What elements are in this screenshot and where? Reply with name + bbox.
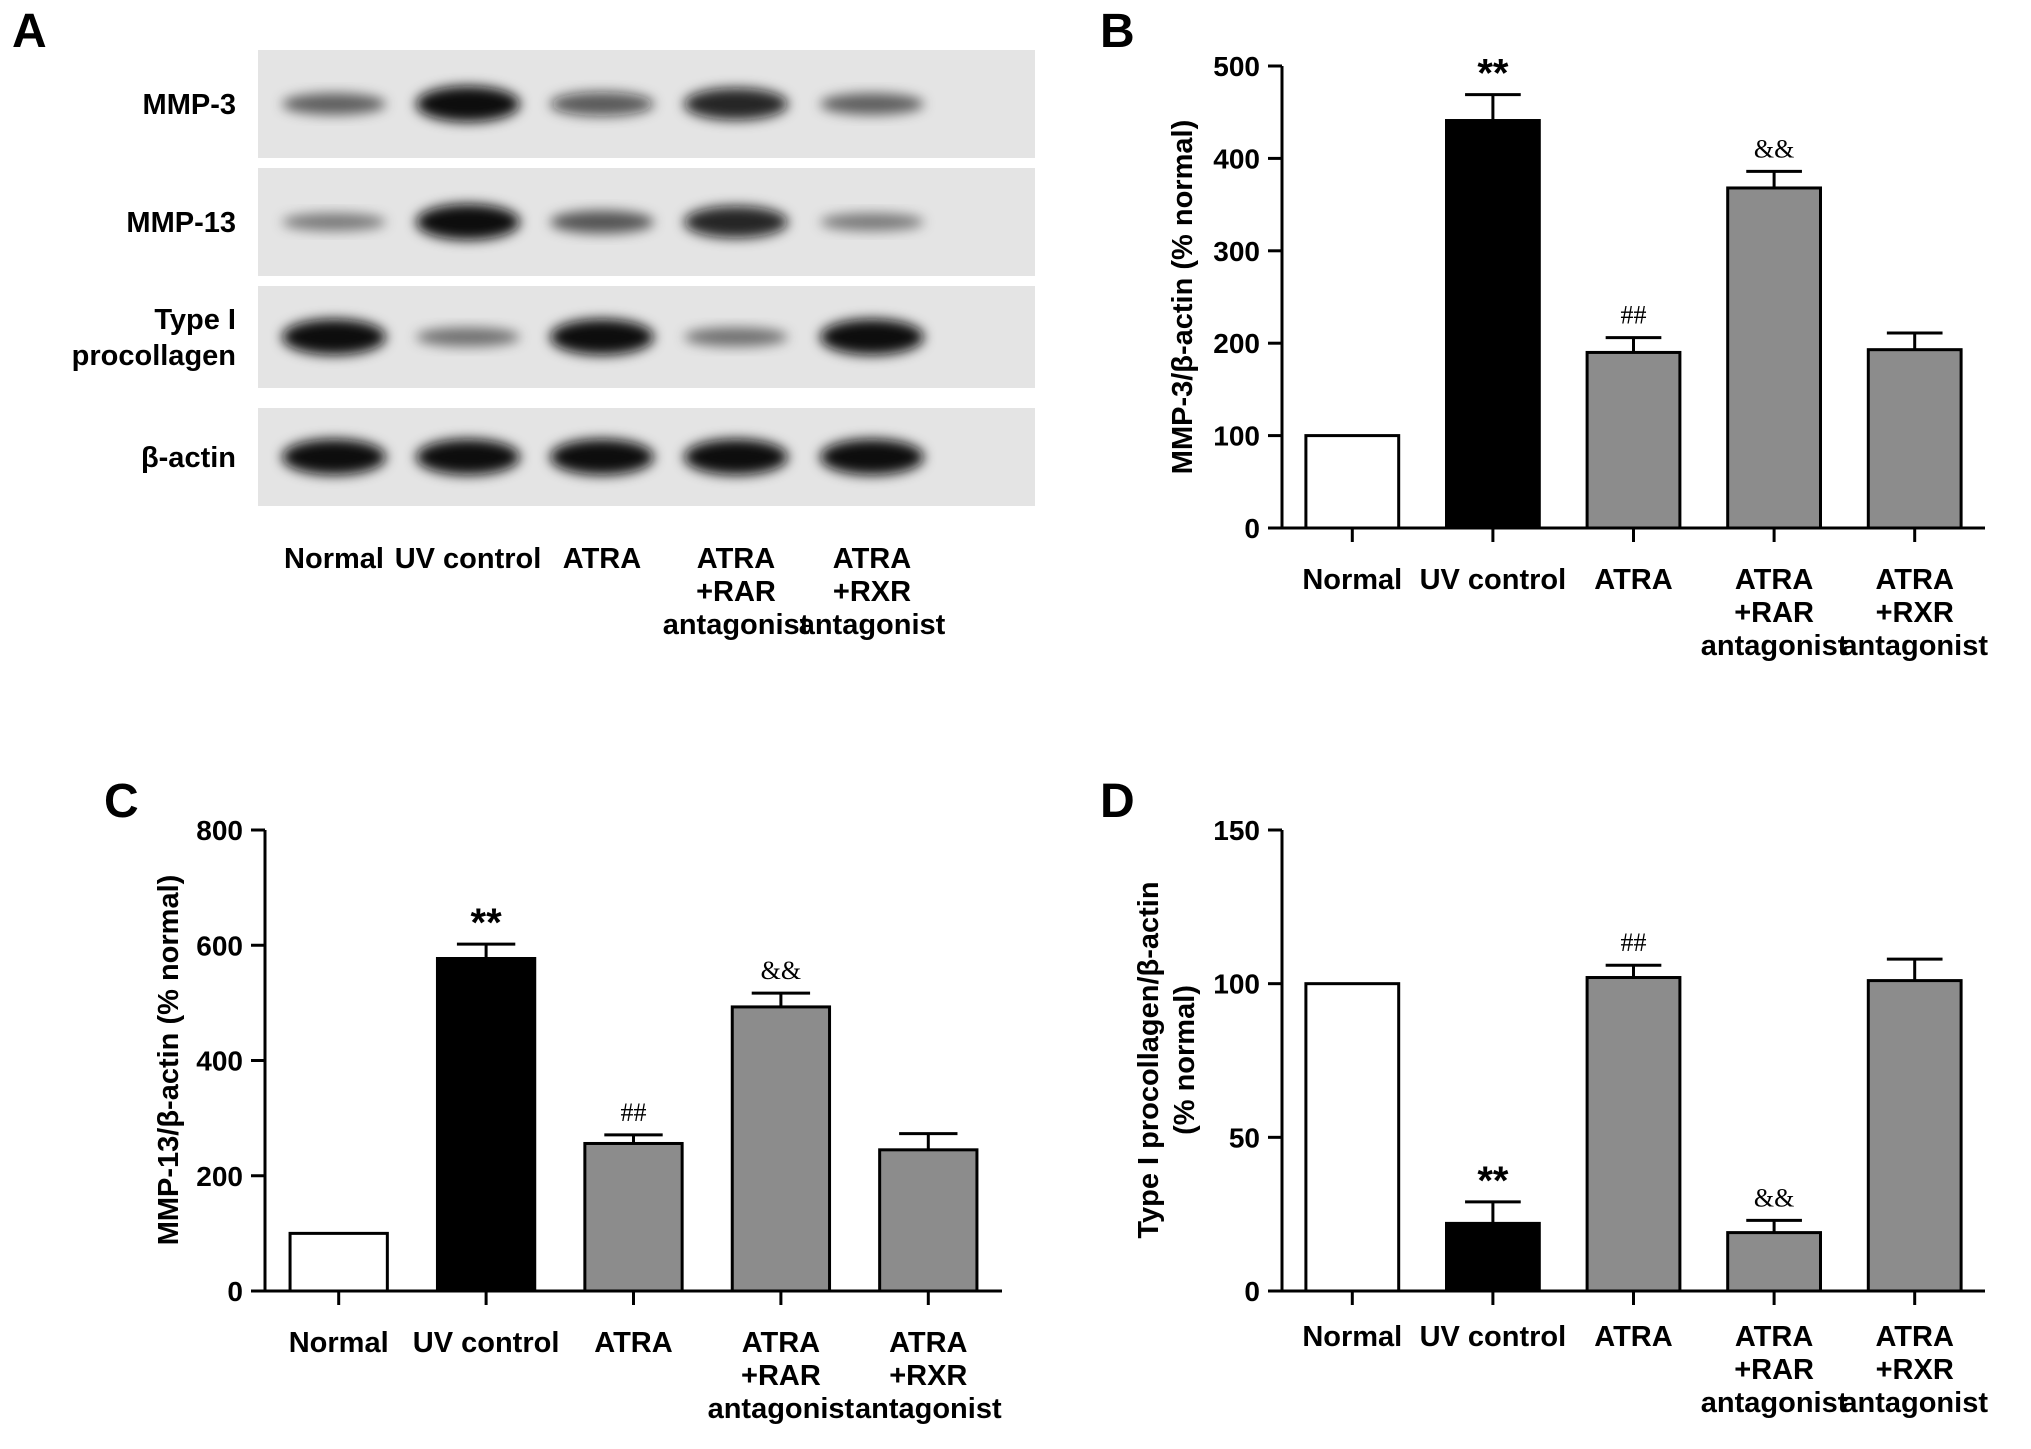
bar bbox=[1445, 1221, 1541, 1293]
blot-band bbox=[550, 319, 654, 355]
y-tick-label: 500 bbox=[1213, 51, 1260, 82]
bar bbox=[878, 1148, 979, 1293]
x-tick-label: ATRA bbox=[594, 1327, 672, 1359]
y-tick-label: 400 bbox=[196, 1046, 243, 1077]
x-tick-label: UV control bbox=[413, 1327, 560, 1359]
blot-lane-label: ATRA bbox=[563, 543, 641, 575]
y-tick-label: 800 bbox=[196, 815, 243, 846]
bar bbox=[730, 1005, 832, 1293]
significance-label: && bbox=[1754, 134, 1794, 163]
x-tick-label: ATRA +RXR antagonist bbox=[1841, 564, 1988, 662]
y-axis-label: MMP-3/β-actin (% normal) bbox=[1167, 120, 1199, 474]
y-tick-label: 100 bbox=[1213, 421, 1260, 452]
blot-band bbox=[550, 210, 654, 234]
x-tick-label: ATRA +RAR antagonist bbox=[1701, 1321, 1848, 1419]
chart-panel-b: 0 100 200 300 400 500 MMP-3/β-actin (% normal)… bbox=[1167, 51, 1985, 544]
bar bbox=[1726, 1231, 1822, 1293]
bar bbox=[1585, 976, 1682, 1293]
x-tick-label: ATRA +RXR antagonist bbox=[855, 1327, 1002, 1425]
blot-band bbox=[550, 91, 654, 117]
chart-panel-c: 0 200 400 600 800 MMP-13/β-actin (% normal) **… bbox=[153, 815, 1002, 1307]
significance-label: && bbox=[761, 956, 801, 985]
y-axis-label: MMP-13/β-actin (% normal) bbox=[153, 875, 185, 1246]
y-tick-label: 0 bbox=[227, 1276, 243, 1307]
bar bbox=[1304, 982, 1401, 1293]
blot-band bbox=[820, 439, 924, 475]
y-tick-label: 600 bbox=[196, 930, 243, 961]
bar bbox=[1726, 186, 1822, 530]
x-tick-label: ATRA +RAR antagonist bbox=[1701, 564, 1848, 662]
blot-band bbox=[416, 439, 520, 475]
blot-row-label: MMP-3 bbox=[143, 89, 236, 121]
blot-band bbox=[282, 93, 386, 115]
x-tick-label: Normal bbox=[1302, 564, 1402, 596]
significance-label: ## bbox=[1621, 928, 1647, 957]
blot-row-label: MMP-13 bbox=[126, 207, 236, 239]
panel-label-a: A bbox=[12, 5, 47, 58]
x-tick-label: ATRA +RXR antagonist bbox=[1841, 1321, 1988, 1419]
significance-label: && bbox=[1754, 1183, 1794, 1212]
blot-band bbox=[416, 204, 520, 240]
significance-label: ## bbox=[1621, 301, 1647, 330]
blot-band bbox=[550, 439, 654, 475]
blot-band bbox=[820, 319, 924, 355]
blot-lane-label: UV control bbox=[395, 543, 542, 575]
significance-label: ** bbox=[1477, 52, 1509, 96]
panel-label-c: C bbox=[104, 775, 139, 828]
bar bbox=[1866, 979, 1963, 1293]
x-tick-label: UV control bbox=[1420, 564, 1567, 596]
significance-label: ## bbox=[621, 1098, 647, 1127]
chart-panel-d: 0 50 100 150 Type I procollagen/β-actin (% no… bbox=[1133, 815, 1985, 1307]
blot-band bbox=[684, 327, 788, 347]
blot-band bbox=[820, 213, 924, 231]
panel-label-b: B bbox=[1100, 5, 1135, 58]
y-tick-label: 100 bbox=[1213, 969, 1260, 1000]
blot-lane-label: ATRA +RXR antagonist bbox=[799, 543, 946, 641]
y-tick-label: 50 bbox=[1229, 1122, 1260, 1153]
blot-row-label: β-actin bbox=[141, 442, 236, 474]
bar bbox=[435, 957, 537, 1293]
panel-label-d: D bbox=[1100, 775, 1135, 828]
y-tick-label: 400 bbox=[1213, 143, 1260, 174]
bar bbox=[1866, 348, 1963, 530]
blot-band bbox=[282, 439, 386, 475]
y-axis-label: Type I procollagen/β-actin (% normal) bbox=[1133, 881, 1201, 1238]
significance-label: ** bbox=[1477, 1159, 1509, 1203]
x-tick-label: ATRA +RAR antagonist bbox=[708, 1327, 855, 1425]
bar bbox=[583, 1141, 684, 1293]
bar bbox=[1585, 350, 1682, 530]
blot-lane-label: Normal bbox=[284, 543, 384, 575]
y-tick-label: 150 bbox=[1213, 815, 1260, 846]
x-tick-label: ATRA bbox=[1594, 564, 1672, 596]
blot-band bbox=[820, 93, 924, 115]
blot-band bbox=[282, 319, 386, 355]
x-tick-label: UV control bbox=[1420, 1321, 1567, 1353]
blot-band bbox=[684, 205, 788, 239]
y-tick-label: 0 bbox=[1244, 1276, 1260, 1307]
blot-lane-label: ATRA +RAR antagonist bbox=[663, 543, 810, 641]
bar bbox=[1445, 119, 1541, 530]
x-tick-label: Normal bbox=[1302, 1321, 1402, 1353]
blot-band bbox=[684, 87, 788, 121]
blot-band bbox=[282, 213, 386, 231]
blot-band bbox=[684, 439, 788, 475]
blot-band bbox=[416, 327, 520, 347]
y-tick-label: 0 bbox=[1244, 513, 1260, 544]
bar bbox=[1304, 434, 1401, 530]
significance-label: ** bbox=[471, 901, 503, 945]
x-tick-label: Normal bbox=[289, 1327, 389, 1359]
y-tick-label: 300 bbox=[1213, 236, 1260, 267]
bar bbox=[288, 1231, 389, 1293]
x-tick-label: ATRA bbox=[1594, 1321, 1672, 1353]
y-tick-label: 200 bbox=[196, 1161, 243, 1192]
blot-band bbox=[416, 86, 520, 122]
y-tick-label: 200 bbox=[1213, 328, 1260, 359]
